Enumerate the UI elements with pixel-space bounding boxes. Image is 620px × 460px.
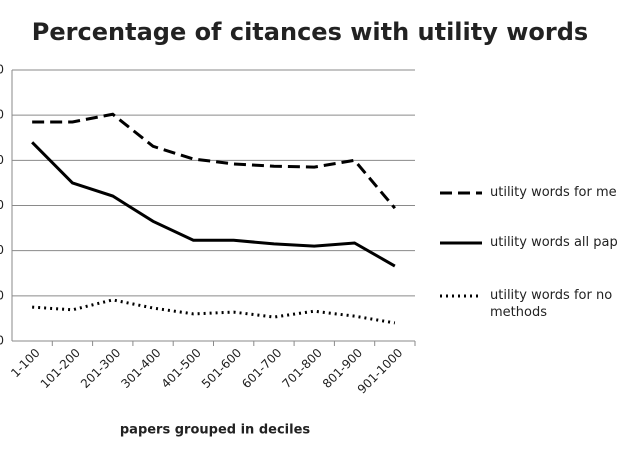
series-line <box>31 141 396 268</box>
series-line <box>32 112 396 210</box>
y-tick-label: 40 <box>0 153 4 167</box>
x-tick-label: 701-800 <box>279 346 324 391</box>
legend-label: utility words all pap <box>490 235 618 250</box>
y-tick-label: 0 <box>0 334 4 348</box>
y-tick-label: 30 <box>0 198 4 212</box>
legend-label: utility words for no methods <box>490 288 613 320</box>
legend-label: utility words for me <box>490 185 617 200</box>
y-tick-label: 10 <box>0 288 4 302</box>
x-tick-label: 201-300 <box>78 346 123 391</box>
y-tick-label: 60 <box>0 63 4 77</box>
x-axis-label: papers grouped in deciles <box>120 423 311 438</box>
chart-title: Percentage of citances with utility word… <box>32 18 588 46</box>
series-line <box>32 298 396 325</box>
y-tick-label: 50 <box>0 108 4 122</box>
x-tick-label: 601-700 <box>239 346 284 391</box>
x-tick-label: 401-500 <box>159 346 204 391</box>
x-tick-label: 1-100 <box>8 346 43 381</box>
x-tick-label: 301-400 <box>118 346 163 391</box>
x-tick-label: 101-200 <box>38 346 83 391</box>
y-tick-label: 20 <box>0 243 4 257</box>
x-tick-label: 501-600 <box>199 346 244 391</box>
